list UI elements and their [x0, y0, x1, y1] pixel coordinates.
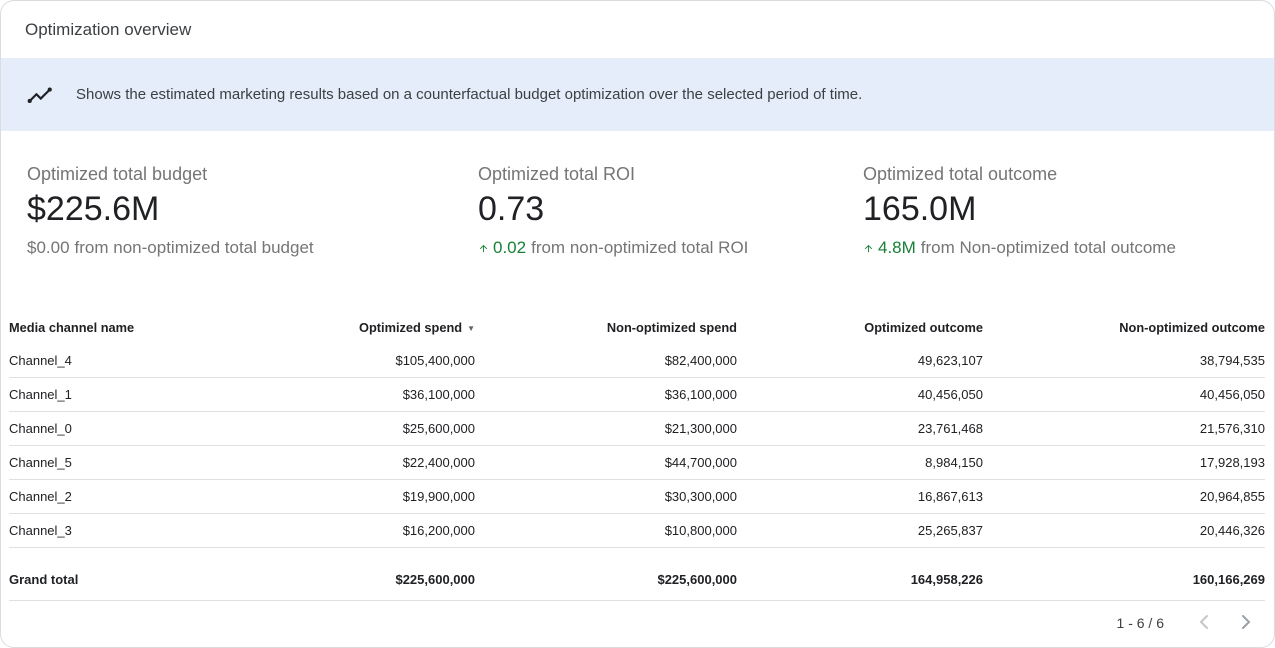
kpi-delta-value: 4.8M: [878, 238, 916, 257]
kpi-value: 0.73: [478, 190, 545, 228]
cell-optimized-outcome: 25,265,837: [737, 513, 983, 548]
table-row: Channel_2 $19,900,000 $30,300,000 16,867…: [9, 479, 1265, 514]
table-row: Channel_4 $105,400,000 $82,400,000 49,62…: [9, 344, 1265, 378]
cell-optimized-outcome: 8,984,150: [737, 445, 983, 480]
cell-non-optimized-spend: $82,400,000: [475, 344, 737, 378]
channels-table-container: Media channel name Optimized spend ▼ Non-…: [1, 312, 1274, 601]
kpi-delta-value: 0.02: [493, 238, 527, 257]
kpi-label: Optimized total outcome: [863, 164, 1058, 184]
kpi-optimized-total-roi: Optimized total ROI 0.73 0.02 from non-o…: [478, 164, 863, 258]
trend-line-icon: [27, 82, 53, 108]
cell-optimized-outcome: 16,867,613: [737, 479, 983, 514]
previous-page-button[interactable]: [1190, 609, 1218, 637]
column-header-optimized-outcome[interactable]: Optimized outcome: [864, 320, 983, 335]
column-header-media-channel-name[interactable]: Media channel name: [9, 320, 135, 335]
kpi-delta: $0.00 from non-optimized total budget: [27, 238, 478, 258]
cell-non-optimized-spend: $21,300,000: [475, 411, 737, 446]
cell-optimized-spend: $16,200,000: [249, 513, 475, 548]
kpi-label: Optimized total ROI: [478, 164, 636, 184]
cell-optimized-spend: $19,900,000: [249, 479, 475, 514]
grand-total-non-optimized-outcome: 160,166,269: [983, 547, 1265, 601]
cell-optimized-spend: $25,600,000: [249, 411, 475, 446]
page-range-label: 1 - 6 / 6: [1116, 615, 1164, 631]
cell-non-optimized-outcome: 20,964,855: [983, 479, 1265, 514]
info-banner: Shows the estimated marketing results ba…: [1, 58, 1274, 131]
grand-total-row: Grand total $225,600,000 $225,600,000 16…: [9, 547, 1265, 601]
cell-optimized-outcome: 23,761,468: [737, 411, 983, 446]
table-row: Channel_0 $25,600,000 $21,300,000 23,761…: [9, 411, 1265, 446]
grand-total-non-optimized-spend: $225,600,000: [475, 547, 737, 601]
kpi-optimized-total-budget: Optimized total budget $225.6M $0.00 fro…: [27, 164, 478, 258]
column-header-non-optimized-outcome[interactable]: Non-optimized outcome: [1119, 320, 1265, 335]
cell-optimized-spend: $105,400,000: [249, 344, 475, 378]
cell-non-optimized-spend: $36,100,000: [475, 377, 737, 412]
cell-optimized-outcome: 49,623,107: [737, 344, 983, 378]
table-header-row: Media channel name Optimized spend ▼ Non-…: [9, 312, 1265, 344]
cell-non-optimized-spend: $44,700,000: [475, 445, 737, 480]
channels-table: Media channel name Optimized spend ▼ Non-…: [9, 312, 1265, 601]
cell-non-optimized-outcome: 38,794,535: [983, 344, 1265, 378]
kpi-delta: 4.8M from Non-optimized total outcome: [863, 238, 1248, 258]
page-title: Optimization overview: [25, 19, 192, 39]
cell-optimized-spend: $22,400,000: [249, 445, 475, 480]
cell-channel-name: Channel_1: [9, 377, 249, 412]
kpi-delta: 0.02 from non-optimized total ROI: [478, 238, 863, 258]
cell-optimized-spend: $36,100,000: [249, 377, 475, 412]
kpi-delta-text: from non-optimized total ROI: [531, 238, 749, 257]
card-header: Optimization overview: [1, 1, 1274, 58]
next-page-button[interactable]: [1232, 609, 1260, 637]
cell-non-optimized-outcome: 40,456,050: [983, 377, 1265, 412]
kpi-delta-value: $0.00: [27, 238, 70, 257]
chevron-left-icon: [1192, 610, 1216, 637]
cell-channel-name: Channel_3: [9, 513, 249, 548]
kpi-value: 165.0M: [863, 190, 977, 228]
cell-channel-name: Channel_4: [9, 344, 249, 378]
pagination: 1 - 6 / 6: [1, 601, 1274, 637]
cell-channel-name: Channel_2: [9, 479, 249, 514]
kpi-label: Optimized total budget: [27, 164, 208, 184]
cell-non-optimized-spend: $10,800,000: [475, 513, 737, 548]
cell-channel-name: Channel_0: [9, 411, 249, 446]
banner-description: Shows the estimated marketing results ba…: [76, 86, 863, 103]
grand-total-optimized-spend: $225,600,000: [249, 547, 475, 601]
cell-optimized-outcome: 40,456,050: [737, 377, 983, 412]
cell-channel-name: Channel_5: [9, 445, 249, 480]
grand-total-label: Grand total: [9, 547, 249, 601]
cell-non-optimized-spend: $30,300,000: [475, 479, 737, 514]
cell-non-optimized-outcome: 17,928,193: [983, 445, 1265, 480]
kpi-row: Optimized total budget $225.6M $0.00 fro…: [1, 131, 1274, 258]
chevron-right-icon: [1234, 610, 1258, 637]
table-row: Channel_5 $22,400,000 $44,700,000 8,984,…: [9, 445, 1265, 480]
cell-non-optimized-outcome: 21,576,310: [983, 411, 1265, 446]
sort-desc-icon: ▼: [467, 324, 475, 333]
kpi-delta-text: from non-optimized total budget: [74, 238, 314, 257]
cell-non-optimized-outcome: 20,446,326: [983, 513, 1265, 548]
kpi-optimized-total-outcome: Optimized total outcome 165.0M 4.8M from…: [863, 164, 1248, 258]
grand-total-optimized-outcome: 164,958,226: [737, 547, 983, 601]
kpi-value: $225.6M: [27, 190, 160, 228]
kpi-delta-text: from Non-optimized total outcome: [920, 238, 1176, 257]
table-row: Channel_1 $36,100,000 $36,100,000 40,456…: [9, 377, 1265, 412]
arrow-up-icon: [863, 242, 874, 255]
column-header-non-optimized-spend[interactable]: Non-optimized spend: [606, 320, 737, 335]
table-row: Channel_3 $16,200,000 $10,800,000 25,265…: [9, 513, 1265, 548]
column-header-optimized-spend[interactable]: Optimized spend ▼: [358, 320, 475, 335]
arrow-up-icon: [478, 242, 489, 255]
